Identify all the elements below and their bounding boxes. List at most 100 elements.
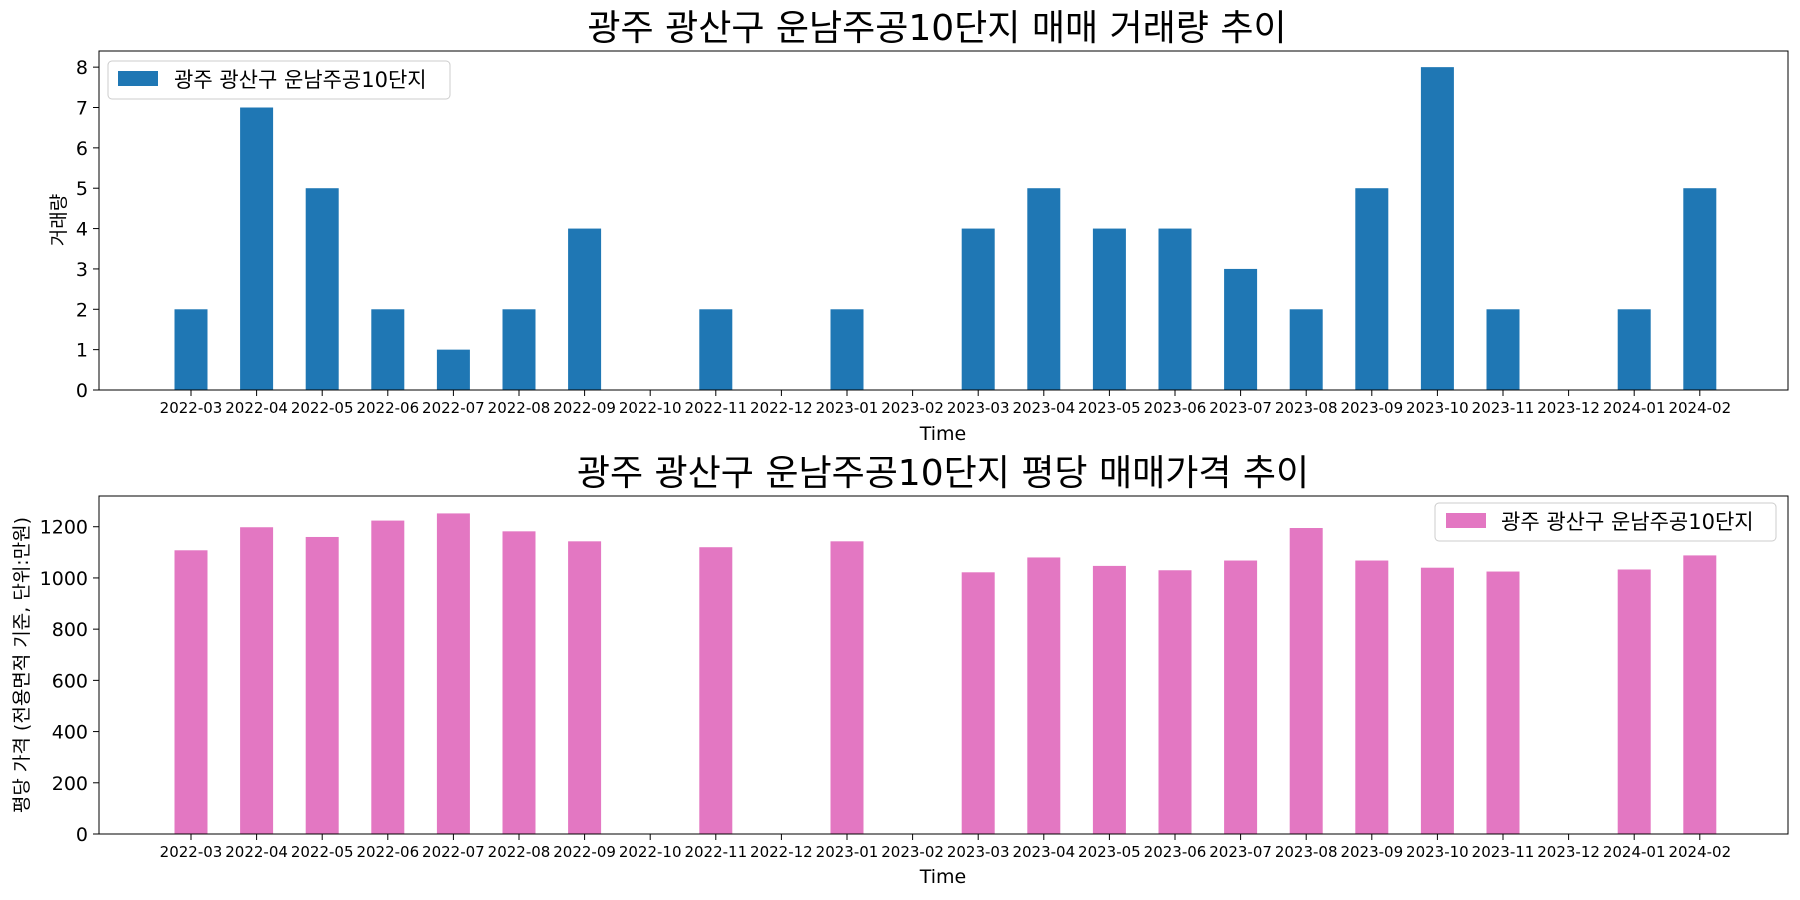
x-tick-label: 2023-07 [1209, 843, 1272, 861]
x-tick-label: 2023-11 [1472, 399, 1535, 417]
bar [174, 309, 208, 390]
x-tick-label: 2024-01 [1603, 399, 1666, 417]
bar [240, 527, 274, 834]
x-tick-label: 2022-10 [619, 399, 682, 417]
x-tick-label: 2023-05 [1078, 843, 1141, 861]
x-axis-ticks: 2022-03 2022-04 2022-05 2022-06 2022-07 2022-… [160, 390, 1731, 417]
bar [1092, 565, 1126, 834]
bar [371, 309, 405, 390]
bar [1289, 309, 1323, 390]
bar-series [174, 67, 1717, 391]
x-tick-label: 2022-12 [750, 843, 813, 861]
bar-series [174, 513, 1717, 834]
x-tick-label: 2023-08 [1275, 399, 1338, 417]
x-tick-label: 2023-04 [1012, 399, 1075, 417]
bar [1683, 188, 1717, 390]
bar [1355, 188, 1389, 390]
legend-swatch [118, 71, 158, 86]
x-tick-label: 2022-09 [553, 399, 616, 417]
x-tick-label: 2024-02 [1668, 843, 1731, 861]
x-tick-label: 2023-10 [1406, 843, 1469, 861]
bar [1683, 555, 1717, 834]
bar [1355, 560, 1389, 834]
y-tick-label: 0 [76, 824, 88, 846]
y-tick-label: 7 [76, 98, 88, 120]
y-tick-label: 800 [52, 619, 88, 641]
x-tick-label: 2022-04 [225, 843, 288, 861]
x-tick-label: 2022-06 [356, 843, 419, 861]
x-tick-label: 2022-08 [488, 843, 551, 861]
x-tick-label: 2023-03 [947, 399, 1010, 417]
bar [830, 309, 864, 390]
bar [568, 228, 602, 390]
x-tick-label: 2023-09 [1340, 843, 1403, 861]
x-tick-label: 2023-05 [1078, 399, 1141, 417]
x-tick-label: 2023-09 [1340, 399, 1403, 417]
y-tick-label: 6 [76, 138, 88, 160]
x-tick-label: 2022-05 [291, 843, 354, 861]
bar [699, 309, 733, 390]
x-axis-ticks: 2022-03 2022-04 2022-05 2022-06 2022-07 2022-… [160, 834, 1731, 861]
x-tick-label: 2022-07 [422, 843, 485, 861]
x-tick-label: 2022-11 [684, 843, 747, 861]
x-tick-label: 2023-02 [881, 399, 944, 417]
legend-box [1434, 502, 1777, 542]
bar [1158, 228, 1192, 390]
x-tick-label: 2022-04 [225, 399, 288, 417]
x-tick-label: 2023-12 [1537, 843, 1600, 861]
y-tick-label: 600 [52, 670, 88, 692]
bar [1027, 188, 1061, 390]
legend: 광주 광산구 운남주공10단지 [1434, 502, 1777, 542]
bar [305, 536, 339, 834]
y-axis-label: 거래량 [48, 194, 70, 246]
bar [961, 572, 995, 834]
y-tick-label: 3 [76, 259, 88, 281]
x-tick-label: 2023-06 [1144, 843, 1207, 861]
x-tick-label: 2022-10 [619, 843, 682, 861]
x-tick-label: 2023-04 [1012, 843, 1075, 861]
bar [502, 531, 536, 834]
x-tick-label: 2023-02 [881, 843, 944, 861]
x-tick-label: 2022-06 [356, 399, 419, 417]
bar [1486, 309, 1520, 390]
bar [1224, 560, 1258, 834]
plot-frame [98, 50, 1789, 391]
plot-frame [98, 495, 1789, 835]
bar [1420, 567, 1454, 834]
bar [830, 541, 864, 834]
bar [371, 520, 405, 834]
y-tick-label: 200 [52, 773, 88, 795]
x-tick-label: 2023-12 [1537, 399, 1600, 417]
x-tick-label: 2022-11 [684, 399, 747, 417]
bar [174, 550, 208, 834]
bar [1224, 268, 1258, 390]
x-tick-label: 2022-12 [750, 399, 813, 417]
y-tick-label: 400 [52, 722, 88, 744]
bar [1420, 67, 1454, 391]
legend-swatch [1446, 513, 1486, 528]
price-chart: 광주 광산구 운남주공10단지 평당 매매가격 추이 0 200 400 600 800… [11, 453, 1789, 888]
volume-chart: 광주 광산구 운남주공10단지 매매 거래량 추이 0 1 2 3 4 5 6 7 8 2022… [48, 8, 1789, 445]
y-tick-label: 1000 [40, 568, 88, 590]
legend-box [107, 60, 451, 100]
bar [1158, 570, 1192, 834]
x-tick-label: 2024-01 [1603, 843, 1666, 861]
y-axis-ticks: 0 1 2 3 4 5 6 7 8 [76, 57, 99, 402]
bar [305, 188, 339, 390]
bar [436, 349, 470, 390]
x-tick-label: 2022-07 [422, 399, 485, 417]
x-tick-label: 2022-05 [291, 399, 354, 417]
x-tick-label: 2023-01 [816, 843, 879, 861]
bar [1289, 528, 1323, 834]
x-tick-label: 2023-11 [1472, 843, 1535, 861]
y-axis-ticks: 0 200 400 600 800 1000 1200 [40, 517, 99, 846]
y-tick-label: 2 [76, 299, 88, 321]
x-tick-label: 2022-03 [160, 399, 223, 417]
legend-label: 광주 광산구 운남주공10단지 [174, 68, 427, 92]
y-tick-label: 4 [76, 219, 88, 241]
x-tick-label: 2022-09 [553, 843, 616, 861]
y-axis-label: 평당 가격 (전용면적 기준, 단위:만원) [11, 517, 33, 813]
y-tick-label: 5 [76, 178, 88, 200]
y-tick-label: 0 [76, 380, 88, 402]
